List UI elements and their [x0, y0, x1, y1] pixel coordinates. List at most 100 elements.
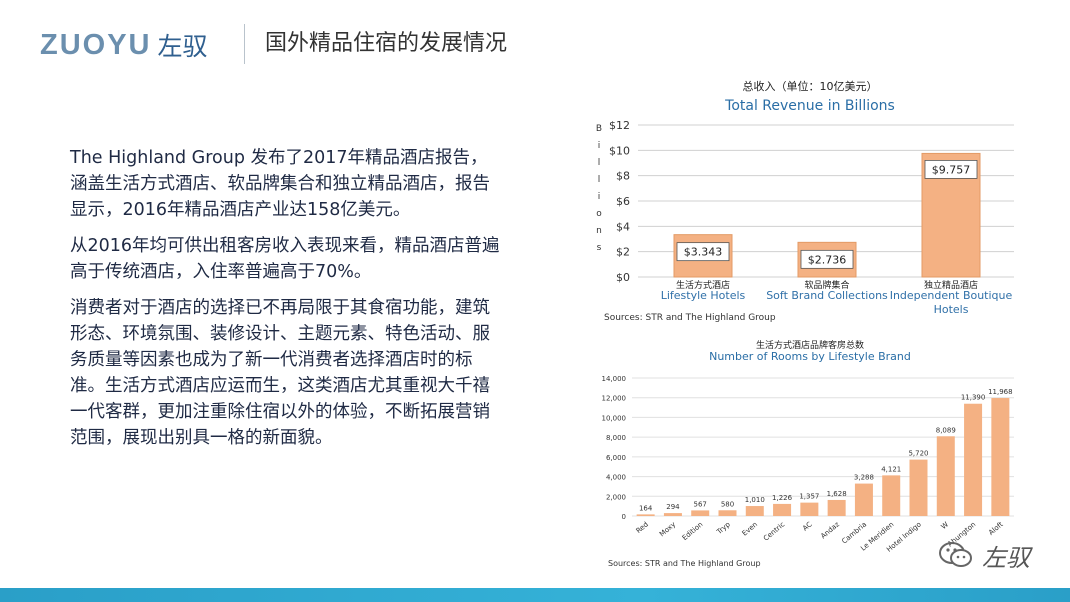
revenue-category-cn: 生活方式酒店	[676, 279, 730, 291]
rooms-category-label: Aloft	[987, 520, 1005, 537]
revenue-y-tick: $2	[616, 246, 630, 259]
rooms-y-tick: 14,000	[602, 375, 627, 383]
rooms-bar	[718, 510, 737, 516]
rooms-bar	[991, 398, 1010, 516]
rooms-value-label: 1,010	[745, 496, 765, 504]
paragraph-2: 从2016年均可供出租客房收入表现来看，精品酒店普遍高于传统酒店，入住率普遍高于…	[70, 236, 500, 282]
revenue-value-label: $2.736	[808, 253, 847, 266]
watermark: 左驭	[938, 538, 1030, 572]
revenue-category-en: Soft Brand Collections	[766, 289, 888, 302]
rooms-y-tick: 6,000	[606, 454, 626, 462]
rooms-chart-title: 生活方式酒店品牌客房总数	[756, 339, 864, 351]
rooms-bar	[745, 506, 764, 516]
revenue-y-tick: $12	[609, 119, 630, 132]
revenue-value-box	[800, 249, 854, 269]
revenue-category-en: Independent Boutique	[890, 289, 1013, 302]
rooms-value-label: 1,628	[827, 490, 847, 498]
revenue-y-axis-letter: l	[598, 175, 601, 185]
rooms-bars: 164 Red 294 Moxy 567 Edition 580 Tryp 1,010 Even 1…	[635, 388, 1013, 554]
rooms-chart-subtitle: Number of Rooms by Lifestyle Brand	[709, 350, 911, 363]
rooms-bar	[936, 436, 955, 516]
rooms-value-label: 11,390	[961, 394, 986, 402]
paragraph-3: 消费者对于酒店的选择已不再局限于其食宿功能，建筑形态、环境氛围、装修设计、主题元…	[70, 298, 490, 448]
revenue-chart-title: 总收入（单位：10亿美元）	[743, 79, 878, 93]
rooms-bar	[773, 503, 792, 516]
revenue-value-label: $3.343	[684, 246, 723, 259]
rooms-y-tick: 8,000	[606, 434, 626, 442]
revenue-y-axis-letter: l	[598, 158, 601, 168]
page-title: 国外精品住宿的发展情况	[265, 31, 508, 56]
rooms-value-label: 580	[721, 500, 734, 508]
revenue-value-box	[924, 160, 978, 179]
rooms-value-label: 5,720	[908, 450, 928, 458]
rooms-category-label: Centric	[762, 520, 786, 542]
rooms-value-label: 567	[694, 500, 707, 508]
slide-header: ZUOYU 左驭 国外精品住宿的发展情况	[0, 0, 1070, 80]
rooms-category-label: Andaz	[819, 520, 841, 540]
rooms-value-label: 8,089	[936, 426, 956, 434]
revenue-y-axis-letter: s	[597, 243, 602, 253]
revenue-y-tick: $0	[616, 271, 630, 284]
revenue-y-axis-letter: B	[596, 124, 602, 134]
revenue-chart-subtitle: Total Revenue in Billions	[724, 98, 895, 114]
rooms-bar	[882, 475, 901, 516]
rooms-category-label: Even	[741, 520, 759, 537]
rooms-bar	[636, 514, 655, 516]
revenue-category-cn: 软品牌集合	[804, 279, 849, 291]
rooms-bar	[800, 502, 819, 516]
rooms-bar	[909, 459, 928, 516]
rooms-category-label: Edition	[681, 520, 705, 542]
wechat-icon	[939, 542, 972, 567]
charts-area: 总收入（单位：10亿美元） Total Revenue in Billions …	[590, 76, 1030, 576]
rooms-bar	[964, 403, 983, 516]
rooms-y-tick: 10,000	[602, 414, 627, 422]
logo-chinese-text: 左驭	[157, 32, 208, 61]
rooms-value-label: 11,968	[988, 388, 1013, 396]
rooms-bar	[663, 513, 682, 516]
rooms-chart: 生活方式酒店品牌客房总数 Number of Rooms by Lifestyl…	[602, 339, 1014, 568]
revenue-y-tick: $8	[616, 170, 630, 183]
rooms-category-label: Tryp	[715, 520, 733, 537]
rooms-category-label: Red	[635, 520, 650, 535]
rooms-bar	[691, 510, 710, 516]
revenue-y-axis-letter: i	[598, 141, 601, 151]
revenue-y-axis-letter: o	[596, 209, 602, 219]
rooms-value-label: 294	[666, 503, 680, 511]
body-text: The Highland Group 发布了2017年精品酒店报告，涵盖生活方式…	[70, 145, 500, 461]
rooms-category-label: AC	[801, 520, 814, 532]
brand-logo: ZUOYU 左驭	[40, 27, 208, 63]
rooms-y-tick: 12,000	[602, 395, 627, 403]
revenue-chart: 总收入（单位：10亿美元） Total Revenue in Billions …	[596, 79, 1014, 323]
revenue-y-tick: $6	[616, 195, 630, 208]
revenue-category-cn: 独立精品酒店	[924, 279, 978, 291]
revenue-value-box	[676, 242, 730, 262]
rooms-value-label: 1,226	[772, 494, 793, 502]
rooms-bar	[854, 483, 873, 516]
rooms-y-tick: 2,000	[606, 493, 626, 501]
revenue-y-tick: $4	[616, 220, 630, 233]
revenue-y-axis-label: Billions	[596, 124, 602, 253]
revenue-y-axis-letter: i	[598, 192, 601, 202]
bottom-accent-bar	[0, 588, 1070, 602]
revenue-gridlines: $0 $2 $4 $6 $8 $10 $12	[609, 119, 1014, 284]
rooms-gridlines: 0 2,000 4,000 6,000 8,000 10,000 12,000 14,000	[602, 375, 1014, 521]
rooms-source: Sources: STR and The Highland Group	[608, 559, 761, 568]
rooms-y-tick: 0	[622, 513, 626, 521]
revenue-source: Sources: STR and The Highland Group	[604, 313, 776, 323]
revenue-category-en-line2: Hotels	[934, 303, 969, 316]
rooms-value-label: 4,121	[881, 465, 901, 473]
revenue-value-label: $9.757	[932, 163, 971, 176]
header-divider	[244, 24, 245, 64]
rooms-bar	[827, 499, 846, 516]
rooms-category-label: Moxy	[658, 520, 677, 538]
logo-latin-text: ZUOYU	[40, 28, 152, 61]
rooms-value-label: 1,357	[799, 493, 819, 501]
rooms-value-label: 3,288	[854, 474, 874, 482]
rooms-y-tick: 4,000	[606, 474, 626, 482]
watermark-text: 左驭	[982, 543, 1030, 572]
revenue-y-tick: $10	[609, 144, 630, 157]
revenue-category-en: Lifestyle Hotels	[661, 289, 746, 302]
rooms-value-label: 164	[639, 504, 653, 512]
revenue-y-axis-letter: n	[596, 226, 602, 236]
